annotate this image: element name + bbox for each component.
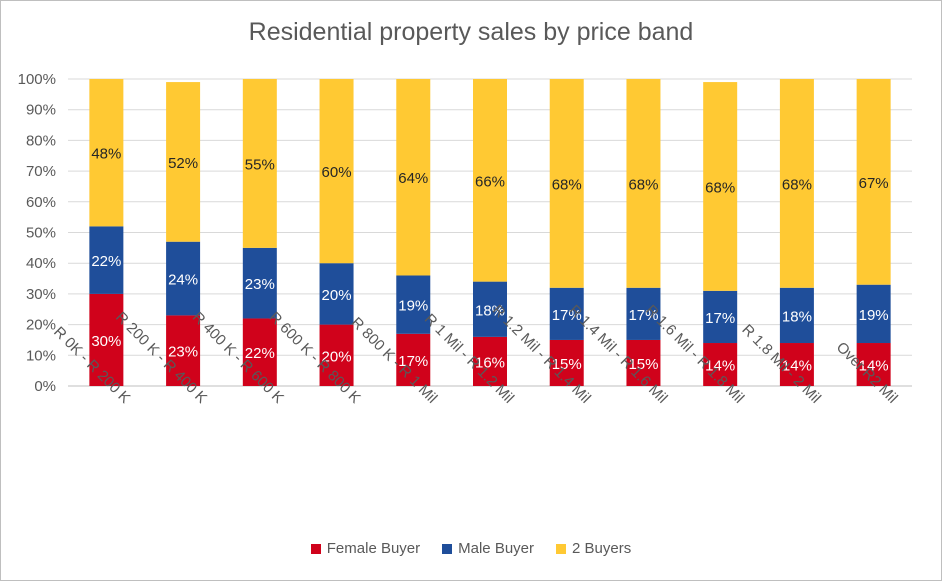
bar-segment	[703, 82, 738, 291]
legend-label-2-buyers: 2 Buyers	[572, 540, 632, 557]
data-label: 52%	[168, 155, 198, 172]
data-label: 64%	[398, 170, 428, 187]
y-tick-label: 80%	[26, 132, 56, 149]
data-label: 30%	[91, 333, 121, 350]
data-label: 24%	[168, 272, 198, 289]
y-tick-label: 20%	[26, 317, 56, 334]
bar-segment	[396, 79, 431, 276]
bar-segment	[626, 79, 661, 288]
bar-segment	[89, 293, 124, 386]
chart-title: Residential property sales by price band	[248, 18, 694, 46]
y-tick-label: 90%	[26, 102, 56, 119]
bar-segment	[779, 343, 814, 386]
bar-segment	[856, 284, 891, 344]
y-tick-label: 100%	[18, 71, 56, 88]
legend-item-2-buyers: 2 Buyers	[556, 540, 631, 557]
bar-segment	[549, 287, 584, 340]
bar-segment	[549, 79, 584, 288]
bar-segment	[166, 82, 201, 242]
bar-segment	[166, 241, 201, 316]
data-label: 19%	[859, 307, 889, 324]
y-tick-label: 40%	[26, 255, 56, 272]
bar-segment	[779, 287, 814, 344]
data-label: 14%	[859, 358, 889, 375]
data-label: 15%	[552, 356, 582, 373]
legend-item-male-buyer: Male Buyer	[442, 540, 534, 557]
data-label: 55%	[245, 156, 275, 173]
bar-segment	[319, 263, 354, 325]
bar-segment	[166, 315, 201, 386]
data-label: 20%	[322, 348, 352, 365]
bar-segment	[703, 290, 738, 344]
data-label: 68%	[628, 176, 658, 193]
bar-segment	[779, 79, 814, 288]
y-tick-label: 70%	[26, 163, 56, 180]
bar-segment	[473, 336, 507, 386]
data-label: 19%	[398, 298, 428, 315]
data-label: 48%	[91, 146, 121, 163]
data-label: 67%	[859, 175, 889, 192]
data-label: 15%	[628, 356, 658, 373]
data-label: 17%	[398, 353, 428, 370]
data-label: 16%	[475, 354, 505, 371]
bar-segment	[626, 339, 661, 386]
y-tick-label: 10%	[26, 347, 56, 364]
data-label: 17%	[552, 307, 582, 324]
bar-segment	[473, 79, 507, 282]
legend-swatch-male-buyer	[442, 543, 453, 554]
bar-segment	[703, 343, 738, 386]
data-label: 60%	[322, 164, 352, 181]
legend-label-male-buyer: Male Buyer	[458, 540, 535, 557]
bar-segment	[396, 275, 431, 334]
data-label: 18%	[475, 302, 505, 319]
data-label: 20%	[322, 287, 352, 304]
bar-segment	[242, 247, 277, 319]
bar-segment	[319, 324, 354, 386]
data-label: 68%	[552, 176, 582, 193]
data-label: 68%	[782, 176, 812, 193]
data-label: 22%	[245, 345, 275, 362]
data-label: 68%	[705, 179, 735, 196]
bar-segment	[242, 79, 277, 248]
data-label: 66%	[475, 173, 505, 190]
bar-segment	[549, 339, 584, 386]
data-label: 23%	[168, 344, 198, 361]
y-tick-label: 60%	[26, 194, 56, 211]
data-label: 22%	[91, 253, 121, 270]
legend-swatch-female-buyer	[310, 543, 321, 554]
data-label: 14%	[705, 358, 735, 375]
bar-segment	[89, 226, 124, 294]
bar-segment	[856, 79, 891, 285]
legend-label-female-buyer: Female Buyer	[326, 540, 421, 557]
data-label: 17%	[628, 307, 658, 324]
bar-segment	[242, 318, 277, 386]
bar-segment	[89, 79, 124, 227]
bar-segment	[473, 281, 507, 337]
y-tick-label: 0%	[34, 378, 56, 395]
bar-segment	[319, 79, 354, 264]
legend-swatch-2-buyers	[556, 543, 567, 554]
bar-segment	[396, 333, 431, 386]
data-label: 17%	[705, 310, 735, 327]
data-label: 14%	[782, 358, 812, 375]
bar-segment	[856, 343, 891, 386]
y-tick-label: 30%	[26, 286, 56, 303]
bar-segment	[626, 287, 661, 340]
data-label: 23%	[245, 276, 275, 293]
chart-legend: Female Buyer Male Buyer 2 Buyers	[0, 540, 942, 557]
legend-item-female-buyer: Female Buyer	[310, 540, 421, 557]
y-tick-label: 50%	[26, 225, 56, 242]
data-label: 18%	[782, 308, 812, 325]
